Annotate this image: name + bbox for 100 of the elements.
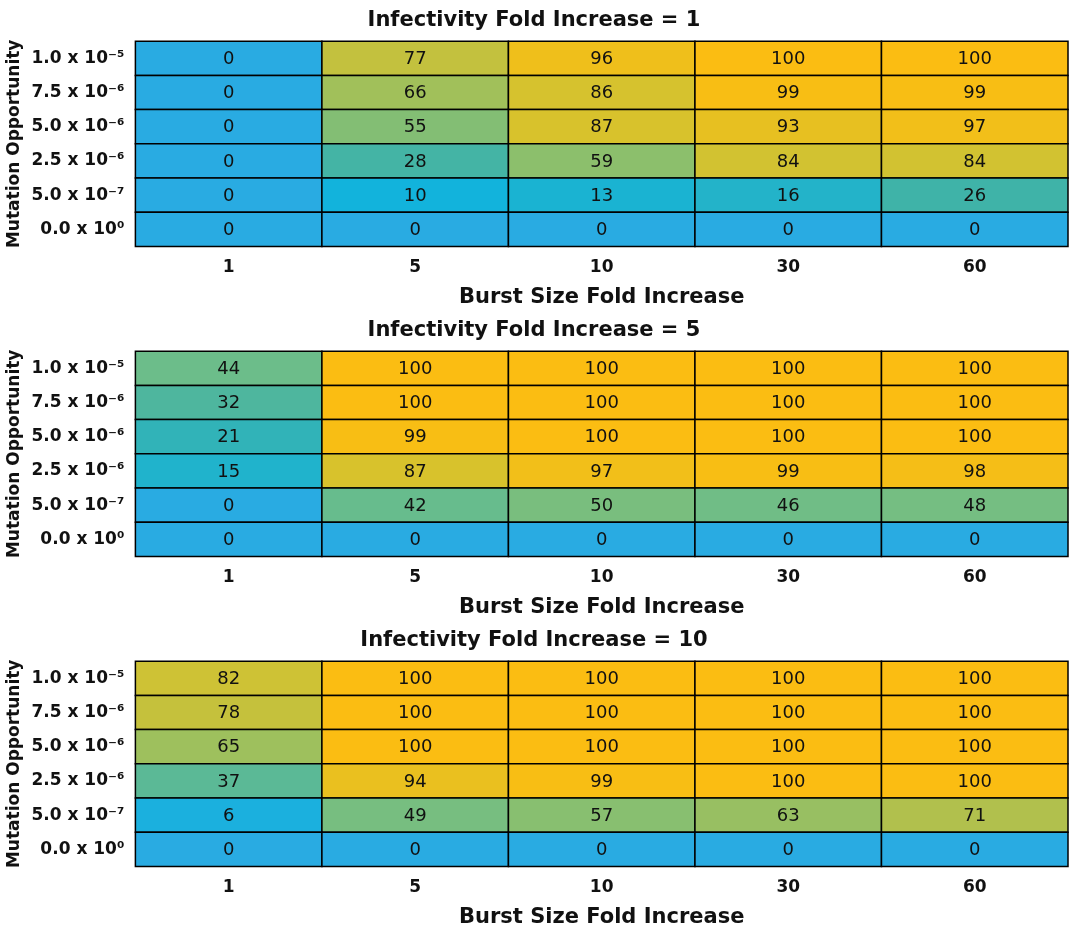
data-label: 77 [403, 46, 427, 68]
data-label: 100 [584, 666, 619, 688]
data-label: 0 [222, 115, 235, 137]
chart-title: Infectivity Fold Increase = 1 [367, 7, 701, 32]
data-label: 100 [771, 701, 806, 723]
data-label: 0 [409, 217, 421, 239]
x-axis-title: Burst Size Fold Increase [458, 903, 745, 928]
data-label: 57 [590, 803, 614, 825]
y-tick-label: 5.0 x 10⁻⁶ [31, 425, 125, 446]
x-axis-title: Burst Size Fold Increase [458, 593, 745, 618]
x-tick-label: 60 [962, 876, 987, 897]
data-label: 55 [403, 115, 427, 137]
x-tick-label: 5 [409, 256, 422, 277]
data-label: 100 [398, 356, 433, 378]
x-tick-label: 5 [409, 566, 422, 587]
data-label: 44 [217, 356, 241, 378]
y-tick-label: 5.0 x 10⁻⁷ [31, 493, 125, 514]
x-tick-label: 1 [222, 566, 235, 587]
data-label: 100 [584, 735, 619, 757]
data-label: 100 [771, 391, 806, 413]
x-axis-title: Burst Size Fold Increase [458, 283, 745, 308]
data-label: 94 [403, 769, 427, 791]
x-tick-label: 60 [962, 256, 987, 277]
x-tick-label: 1 [222, 876, 235, 897]
data-label: 6 [222, 803, 235, 825]
data-label: 0 [969, 527, 981, 549]
data-label: 0 [595, 217, 608, 239]
x-tick-label: 10 [589, 256, 614, 277]
data-label: 87 [403, 459, 427, 481]
data-label: 0 [222, 837, 235, 859]
data-label: 100 [957, 391, 992, 413]
data-label: 100 [584, 701, 619, 723]
data-label: 46 [776, 493, 800, 515]
data-label: 59 [590, 149, 614, 171]
y-tick-label: 7.5 x 10⁻⁶ [31, 700, 125, 721]
data-label: 49 [403, 803, 427, 825]
data-label: 100 [584, 356, 619, 378]
chart-title: Infectivity Fold Increase = 10 [360, 627, 708, 652]
chart-title: Infectivity Fold Increase = 5 [367, 317, 701, 342]
data-label: 96 [590, 46, 614, 68]
data-label: 99 [963, 81, 987, 103]
data-label: 0 [409, 527, 421, 549]
data-label: 100 [584, 425, 619, 447]
data-label: 0 [409, 837, 421, 859]
y-tick-label: 5.0 x 10⁻⁷ [31, 803, 125, 824]
data-label: 10 [403, 183, 427, 205]
y-tick-label: 5.0 x 10⁻⁶ [31, 735, 125, 756]
data-label: 99 [403, 425, 427, 447]
y-tick-label: 5.0 x 10⁻⁶ [31, 115, 125, 136]
data-label: 97 [590, 459, 614, 481]
data-label: 0 [222, 183, 235, 205]
data-label: 99 [776, 81, 800, 103]
data-label: 21 [217, 425, 241, 447]
data-label: 0 [222, 149, 235, 171]
data-label: 97 [963, 115, 987, 137]
data-label: 100 [771, 356, 806, 378]
data-label: 100 [957, 425, 992, 447]
y-tick-label: 1.0 x 10⁻⁵ [31, 356, 125, 377]
data-label: 99 [776, 459, 800, 481]
y-tick-label: 2.5 x 10⁻⁶ [31, 149, 125, 170]
data-label: 100 [957, 356, 992, 378]
data-label: 98 [963, 459, 987, 481]
data-label: 100 [957, 735, 992, 757]
x-tick-label: 30 [776, 566, 801, 587]
data-label: 42 [403, 493, 427, 515]
data-label: 100 [957, 666, 992, 688]
data-label: 65 [217, 735, 241, 757]
data-label: 78 [217, 701, 241, 723]
data-label: 0 [222, 46, 235, 68]
data-label: 0 [222, 81, 235, 103]
x-tick-label: 10 [589, 566, 614, 587]
data-label: 100 [771, 769, 806, 791]
data-label: 87 [590, 115, 614, 137]
data-label: 82 [217, 666, 241, 688]
data-label: 100 [398, 735, 433, 757]
data-label: 16 [776, 183, 800, 205]
y-axis-title: Mutation Opportunity [2, 349, 23, 559]
y-tick-label: 2.5 x 10⁻⁶ [31, 459, 125, 480]
data-label: 100 [957, 46, 992, 68]
y-tick-label: 0.0 x 10⁰ [40, 837, 125, 858]
data-label: 0 [595, 527, 608, 549]
data-label: 100 [398, 701, 433, 723]
data-label: 84 [963, 149, 987, 171]
data-label: 0 [782, 837, 794, 859]
data-label: 100 [957, 701, 992, 723]
x-tick-label: 1 [222, 256, 235, 277]
data-label: 66 [403, 81, 427, 103]
data-label: 63 [776, 803, 800, 825]
data-label: 32 [217, 391, 241, 413]
x-tick-label: 60 [962, 566, 987, 587]
y-tick-label: 0.0 x 10⁰ [40, 527, 125, 548]
x-tick-label: 5 [409, 876, 422, 897]
data-label: 48 [963, 493, 987, 515]
data-label: 0 [969, 837, 981, 859]
data-label: 100 [398, 391, 433, 413]
data-label: 0 [595, 837, 608, 859]
data-label: 0 [222, 493, 235, 515]
y-axis-title: Mutation Opportunity [2, 39, 23, 249]
data-label: 0 [969, 217, 981, 239]
data-label: 100 [398, 666, 433, 688]
